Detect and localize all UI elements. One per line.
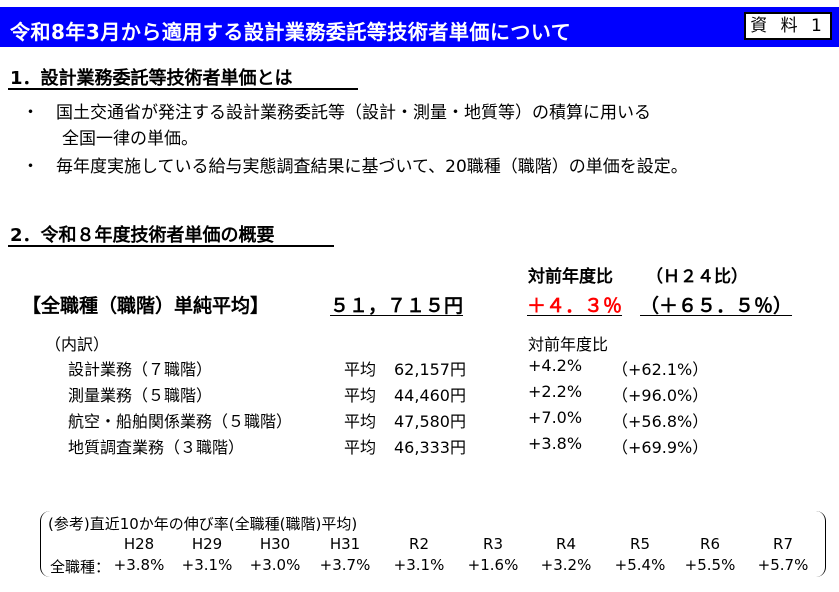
reference-title: (参考)直近10か年の伸び率(全職種(職階)平均)	[48, 515, 358, 533]
reference-rate: +5.7%	[757, 556, 809, 574]
reference-rate: +3.1%	[393, 556, 445, 574]
row-change-h24: （+96.0%）	[612, 386, 709, 405]
row-avg-label: 平均	[344, 386, 377, 405]
row-change-h24: （+56.8%）	[612, 412, 709, 431]
reference-rate: +3.2%	[540, 556, 592, 574]
overall-change-h24: （＋６５．５％）	[640, 295, 793, 317]
reference-year: R5	[630, 535, 650, 553]
row-name: 航空・船舶関係業務（５職階）	[68, 412, 293, 431]
reference-year: H28	[123, 535, 155, 553]
row-avg-label: 平均	[344, 360, 377, 379]
reference-rate: +5.4%	[614, 556, 666, 574]
row-value: 46,333円	[394, 438, 466, 457]
reference-year: R4	[556, 535, 576, 553]
breakdown-compare-header: 対前年度比	[528, 335, 609, 354]
section2-heading-underline	[8, 245, 334, 247]
section2-heading: 2．令和８年度技術者単価の概要	[10, 225, 275, 246]
reference-year: R2	[409, 535, 429, 553]
row-value: 47,580円	[394, 412, 466, 431]
row-value: 62,157円	[394, 360, 466, 379]
bullet2-mark: ・	[22, 157, 39, 177]
row-name: 設計業務（７職階）	[68, 360, 213, 379]
row-name: 地質調査業務（３職階）	[68, 438, 245, 457]
reference-rate: +5.5%	[684, 556, 736, 574]
reference-rate: +3.0%	[249, 556, 301, 574]
bullet1-mark: ・	[22, 103, 39, 123]
reference-year: H30	[259, 535, 291, 553]
row-avg-label: 平均	[344, 438, 377, 457]
reference-year: R6	[700, 535, 720, 553]
overall-value: ５１，７１５円	[330, 295, 464, 317]
row-name: 測量業務（５職階）	[68, 386, 213, 405]
row-change: +7.0%	[528, 408, 583, 427]
page-title: 令和8年3月から適用する設計業務委託等技術者単価について	[10, 20, 572, 44]
compare-h24-header: （Ｈ２４比）	[646, 267, 748, 287]
section1-heading: 1．設計業務委託等技術者単価とは	[10, 68, 293, 89]
row-change: +3.8%	[528, 434, 583, 453]
bullet1-line2: 全国一律の単価。	[62, 129, 198, 149]
reference-rate: +3.8%	[113, 556, 165, 574]
reference-year: R7	[773, 535, 793, 553]
reference-rate: +1.6%	[467, 556, 519, 574]
bullet1-line1: 国土交通省が発注する設計業務委託等（設計・測量・地質等）の積算に用いる	[56, 103, 651, 123]
overall-change: ＋４．３％	[527, 295, 623, 317]
reference-rate: +3.1%	[181, 556, 233, 574]
compare-header: 対前年度比	[528, 267, 613, 287]
bullet2-text: 毎年度実施している給与実態調査結果に基づいて、20職種（職階）の単価を設定。	[56, 157, 688, 177]
reference-box	[40, 511, 826, 577]
row-change: +2.2%	[528, 382, 583, 401]
row-change-h24: （+62.1%）	[612, 360, 709, 379]
reference-rate: +3.7%	[319, 556, 371, 574]
row-change: +4.2%	[528, 356, 583, 375]
row-avg-label: 平均	[344, 412, 377, 431]
row-change-h24: （+69.9%）	[612, 438, 709, 457]
row-value: 44,460円	[394, 386, 466, 405]
overall-label: 【全職種（職階）単純平均】	[22, 295, 270, 317]
title-bar: 令和8年3月から適用する設計業務委託等技術者単価について 資 料 1	[0, 7, 839, 47]
reference-year: H31	[329, 535, 361, 553]
reference-row-label: 全職種：	[50, 558, 111, 576]
section1-heading-underline	[8, 88, 358, 90]
reference-year: R3	[483, 535, 503, 553]
document-label: 資 料 1	[744, 12, 832, 40]
breakdown-label: （内訳）	[45, 335, 110, 354]
reference-year: H29	[191, 535, 223, 553]
